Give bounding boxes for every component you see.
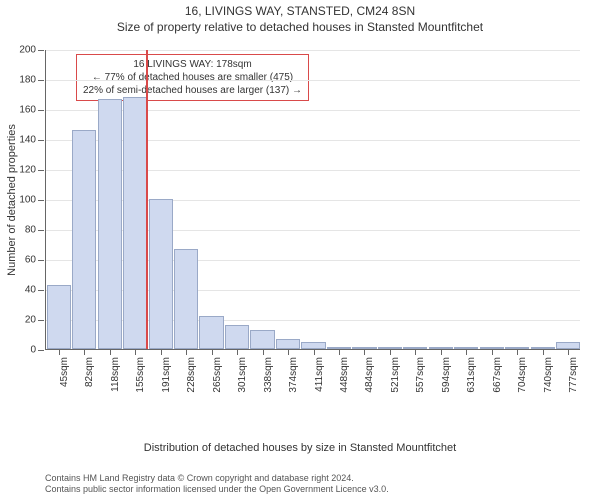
- y-tick-label: 20: [25, 315, 36, 326]
- x-tick-label: 374sqm: [288, 357, 299, 393]
- attribution-footer: Contains HM Land Registry data © Crown c…: [45, 473, 389, 496]
- x-tick-label: 191sqm: [161, 357, 172, 393]
- y-tick-label: 200: [19, 45, 36, 56]
- y-tick-label: 80: [25, 225, 36, 236]
- property-callout: 16 LIVINGS WAY: 178sqm ← 77% of detached…: [76, 54, 309, 101]
- gridline: [46, 50, 580, 51]
- x-axis-label: Distribution of detached houses by size …: [0, 442, 600, 454]
- property-marker-line: [146, 50, 148, 349]
- x-tick-label: 484sqm: [364, 357, 375, 393]
- histogram-bar: [174, 249, 198, 350]
- y-tick-label: 40: [25, 285, 36, 296]
- gridline: [46, 80, 580, 81]
- histogram-card: { "header": { "address": "16, LIVINGS WA…: [0, 0, 600, 500]
- histogram-bar: [149, 199, 173, 349]
- x-tick-label: 704sqm: [517, 357, 528, 393]
- footer-line-2: Contains public sector information licen…: [45, 484, 389, 496]
- x-tick-label: 228sqm: [186, 357, 197, 393]
- histogram-bar: [556, 342, 580, 350]
- callout-line-3: 22% of semi-detached houses are larger (…: [83, 84, 302, 97]
- histogram-bar: [199, 316, 223, 349]
- x-tick-label: 82sqm: [84, 357, 95, 387]
- y-tick-label: 160: [19, 105, 36, 116]
- footer-line-1: Contains HM Land Registry data © Crown c…: [45, 473, 389, 485]
- x-tick-label: 118sqm: [110, 357, 121, 392]
- callout-line-2: ← 77% of detached houses are smaller (47…: [83, 71, 302, 84]
- x-tick-label: 411sqm: [314, 357, 325, 392]
- histogram-bar: [98, 99, 122, 350]
- x-tick-label: 338sqm: [263, 357, 274, 393]
- y-tick-label: 100: [19, 195, 36, 206]
- y-tick-label: 60: [25, 255, 36, 266]
- x-tick-label: 265sqm: [212, 357, 223, 393]
- plot-region: 16 LIVINGS WAY: 178sqm ← 77% of detached…: [45, 50, 580, 350]
- x-tick-label: 631sqm: [466, 357, 477, 393]
- histogram-bar: [47, 285, 71, 350]
- x-tick-label: 301sqm: [237, 357, 248, 393]
- histogram-bar: [123, 97, 147, 349]
- histogram-bar: [225, 325, 249, 349]
- x-tick-label: 448sqm: [339, 357, 350, 393]
- x-tick-label: 740sqm: [543, 357, 554, 393]
- histogram-bar: [72, 130, 96, 349]
- histogram-bar: [301, 342, 325, 350]
- chart-subtitle: Size of property relative to detached ho…: [0, 20, 600, 34]
- address-title: 16, LIVINGS WAY, STANSTED, CM24 8SN: [0, 4, 600, 18]
- y-tick-label: 0: [30, 345, 36, 356]
- histogram-bar: [276, 339, 300, 350]
- x-tick-label: 557sqm: [415, 357, 426, 393]
- chart-area: 16 LIVINGS WAY: 178sqm ← 77% of detached…: [45, 50, 590, 400]
- y-axis-label: Number of detached properties: [6, 124, 18, 276]
- x-tick-label: 667sqm: [492, 357, 503, 393]
- y-tick-label: 120: [19, 165, 36, 176]
- x-tick-label: 777sqm: [568, 357, 579, 393]
- histogram-bar: [250, 330, 274, 350]
- y-tick-label: 140: [19, 135, 36, 146]
- x-tick-label: 155sqm: [135, 357, 146, 393]
- y-tick-label: 180: [19, 75, 36, 86]
- x-tick-label: 521sqm: [390, 357, 401, 393]
- x-tick-label: 594sqm: [441, 357, 452, 393]
- callout-line-1: 16 LIVINGS WAY: 178sqm: [83, 58, 302, 71]
- x-tick-label: 45sqm: [59, 357, 70, 387]
